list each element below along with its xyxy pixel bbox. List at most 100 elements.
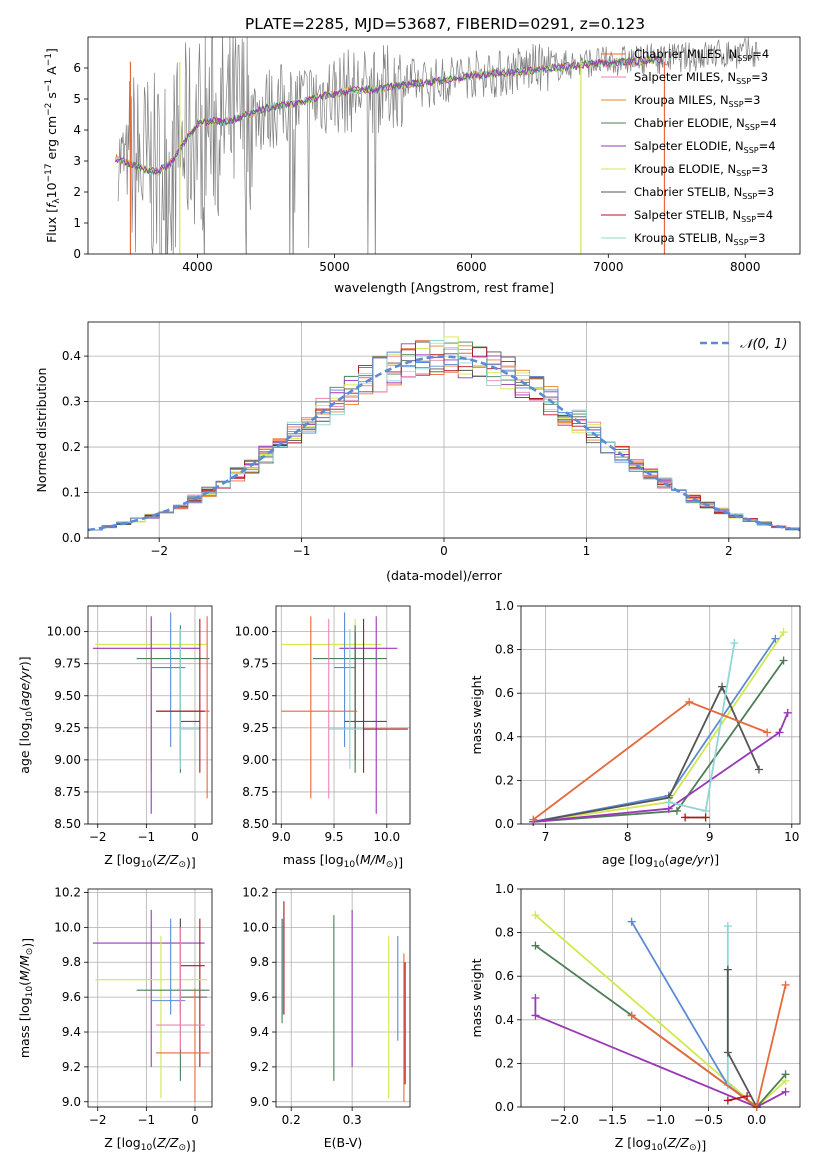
y-tick-label: 9.50 bbox=[242, 689, 269, 703]
label-part: / bbox=[17, 677, 32, 684]
y-tick-label: 0.2 bbox=[62, 440, 81, 454]
x-axis-label: age [log10(age/yr)] bbox=[602, 852, 719, 870]
label-part: age [log bbox=[17, 722, 32, 773]
y-tick-label: 10.0 bbox=[54, 920, 81, 934]
label-part: Z bbox=[169, 1135, 179, 1150]
series-salpeter_stelib-marker bbox=[681, 813, 690, 822]
series-salpeter_elodie-marker bbox=[783, 708, 792, 717]
label-part: SSP bbox=[736, 77, 751, 86]
y-tick-label: 0.0 bbox=[62, 531, 81, 545]
x-tick-label: 5000 bbox=[319, 260, 350, 274]
x-tick-label: 9 bbox=[706, 830, 714, 844]
label-part: Z bbox=[156, 852, 166, 867]
label-part: 10 bbox=[653, 860, 665, 870]
label-part: M bbox=[360, 852, 371, 867]
label-part: )] bbox=[186, 1138, 196, 1153]
x-tick-label: 8000 bbox=[730, 260, 761, 274]
y-tick-label: 9.0 bbox=[250, 1095, 269, 1109]
series-chabrier_elodie-marker bbox=[779, 656, 788, 665]
label-part: 10 bbox=[25, 711, 35, 723]
series-salpeter_elodie-marker bbox=[531, 994, 540, 1002]
label-part: 10 bbox=[44, 182, 59, 198]
y-tick-label: 9.2 bbox=[62, 1060, 81, 1074]
y-tick-label: 8.50 bbox=[54, 817, 81, 831]
series-salpeter_stelib-marker bbox=[743, 1092, 752, 1101]
axes-frame bbox=[275, 605, 411, 825]
series-salpeter_stelib-marker bbox=[701, 813, 710, 822]
label-part: age bbox=[669, 852, 693, 867]
y-tick-label: 2 bbox=[73, 185, 81, 199]
label-part: )] bbox=[20, 938, 35, 948]
legend-salpeter_miles-label: Salpeter MILES, NSSP=3 bbox=[634, 70, 768, 86]
label-part: yr bbox=[17, 665, 32, 679]
axes-frame bbox=[87, 888, 213, 1108]
x-axis-label: Z [log10(Z/Z⊙)] bbox=[615, 1135, 707, 1153]
y-tick-label: 8.50 bbox=[242, 817, 269, 831]
x-tick-label: 0 bbox=[191, 830, 199, 844]
y-tick-label: 9.6 bbox=[62, 990, 81, 1004]
label-part: 10 bbox=[344, 860, 356, 870]
legend-chabrier_stelib-label: Chabrier STELIB, NSSP=3 bbox=[634, 185, 774, 201]
series-salpeter_elodie-marker bbox=[781, 1087, 790, 1096]
label-part: −2 bbox=[44, 103, 54, 116]
label-part: M bbox=[17, 955, 32, 966]
axes-frame bbox=[520, 888, 801, 1108]
label-part: ( bbox=[355, 852, 360, 867]
label-part: age [log bbox=[602, 852, 653, 867]
x-tick-label: −2 bbox=[150, 544, 168, 558]
y-tick-label: 0.2 bbox=[495, 773, 514, 787]
label-part: 10 bbox=[25, 986, 35, 998]
axes-frame bbox=[275, 888, 411, 1108]
label-part: )] bbox=[709, 852, 719, 867]
x-tick-label: −1 bbox=[293, 544, 311, 558]
y-tick-label: 9.00 bbox=[54, 753, 81, 767]
legend-kroupa_elodie-label: Kroupa ELODIE, NSSP=3 bbox=[634, 162, 768, 178]
y-tick-label: 8.75 bbox=[242, 785, 269, 799]
x-axis-label: wavelength [Angstrom, rest frame] bbox=[334, 280, 554, 295]
x-tick-label: 9.0 bbox=[272, 830, 291, 844]
label-part: SSP bbox=[734, 238, 749, 247]
series-chabrier_miles-marker bbox=[763, 728, 772, 737]
x-tick-label: 7 bbox=[542, 830, 550, 844]
x-tick-label: 7000 bbox=[593, 260, 624, 274]
x-tick-label: 0.3 bbox=[343, 1113, 362, 1127]
series-chabrier_stelib-marker bbox=[723, 1048, 732, 1057]
y-tick-label: 9.6 bbox=[250, 990, 269, 1004]
label-part: mass [log bbox=[17, 997, 32, 1058]
y-tick-label: 9.50 bbox=[54, 689, 81, 703]
label-part: SSP bbox=[742, 192, 757, 201]
y-tick-label: 9.25 bbox=[54, 721, 81, 735]
series-chabrier_elodie-marker bbox=[672, 806, 681, 815]
y-tick-label: 8.75 bbox=[54, 785, 81, 799]
axes-frame bbox=[87, 321, 801, 539]
y-tick-label: 4 bbox=[73, 123, 81, 137]
label-part: ( bbox=[664, 852, 669, 867]
y-tick-label: 9.8 bbox=[62, 955, 81, 969]
series-blue-line bbox=[533, 638, 777, 823]
series-kroupa_elodie-marker bbox=[779, 628, 788, 637]
label-part: / bbox=[17, 964, 32, 971]
label-part: Z bbox=[169, 852, 179, 867]
label-part: ( bbox=[17, 981, 32, 986]
x-tick-label: 0 bbox=[440, 544, 448, 558]
legend-kroupa_miles-label: Kroupa MILES, NSSP=3 bbox=[634, 93, 760, 109]
label-part: 10 bbox=[651, 1143, 663, 1153]
figure-title: PLATE=2285, MJD=53687, FIBERID=0291, z=0… bbox=[245, 15, 645, 33]
label-part: ⊙ bbox=[178, 860, 186, 870]
label-part: −1 bbox=[44, 79, 54, 92]
y-tick-label: 1 bbox=[73, 216, 81, 230]
series-kroupa_elodie-marker bbox=[531, 911, 540, 920]
label-part: =3 bbox=[757, 185, 774, 199]
y-tick-label: 0.6 bbox=[495, 686, 514, 700]
series-kroupa_stelib-marker bbox=[723, 922, 732, 931]
series-chabrier_stelib-marker bbox=[723, 965, 732, 974]
y-tick-label: 9.75 bbox=[54, 657, 81, 671]
y-tick-label: 9.8 bbox=[250, 955, 269, 969]
label-part: SSP bbox=[745, 123, 760, 132]
series-salpeter_elodie-line bbox=[533, 712, 789, 823]
x-tick-label: 4000 bbox=[182, 260, 213, 274]
legend-kroupa_stelib-label: Kroupa STELIB, NSSP=3 bbox=[634, 231, 765, 247]
label-part: Chabrier ELODIE, N bbox=[634, 116, 745, 130]
y-tick-label: 0 bbox=[73, 247, 81, 261]
